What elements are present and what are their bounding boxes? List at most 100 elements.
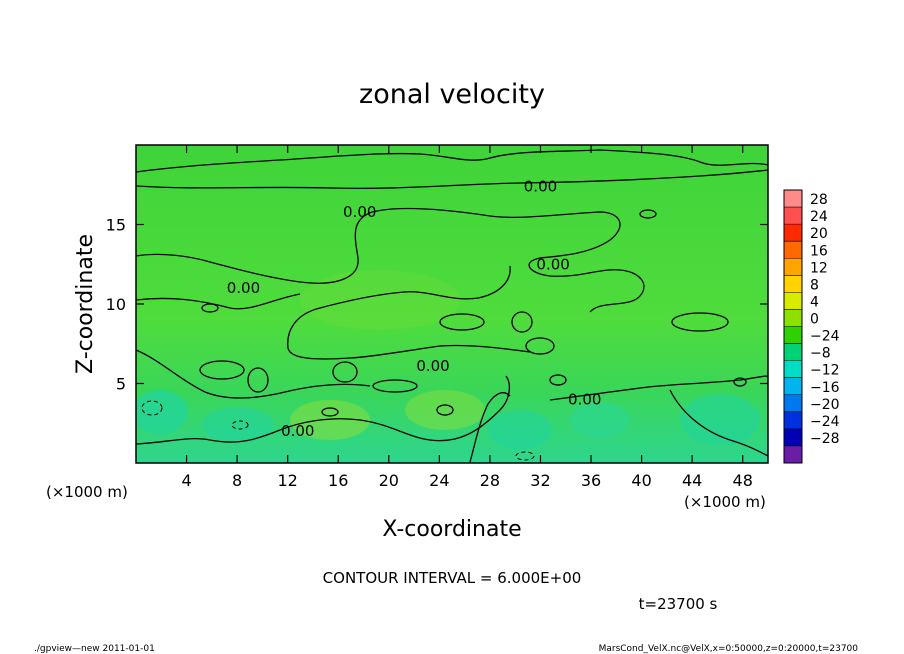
- colorbar-label: 8: [810, 277, 819, 293]
- x-tick-label: 48: [733, 471, 753, 490]
- colorbar-label: −20: [810, 397, 840, 413]
- contour-closed: [439, 313, 485, 331]
- y-tick-label: 5: [116, 375, 126, 394]
- colorbar-segment: [784, 275, 802, 293]
- contour-label: 0.00: [524, 177, 557, 195]
- x-tick-label: 4: [181, 471, 191, 490]
- negative-contours: [141, 400, 535, 461]
- colorbar-segment: [784, 394, 802, 413]
- x-tick-label: 28: [480, 471, 500, 490]
- x-tick-label: 24: [429, 471, 449, 490]
- y-axis-title: Z-coordinate: [73, 234, 98, 374]
- field-patch: [290, 400, 370, 440]
- x-tick-label: 8: [232, 471, 242, 490]
- field-patch: [300, 270, 460, 330]
- contour-closed: [332, 361, 358, 383]
- contour-closed: [372, 379, 418, 393]
- colorbar-segment: [784, 326, 802, 344]
- contour-closed: [733, 377, 747, 387]
- x-tick-label: 32: [530, 471, 550, 490]
- contour-line: [549, 375, 768, 401]
- colorbar-label: 20: [810, 226, 828, 242]
- contour-closed: [549, 374, 567, 386]
- colorbar-segment: [784, 241, 802, 259]
- contour-line: [136, 293, 301, 310]
- contour-closed: [247, 367, 269, 393]
- colorbar-segment: [784, 258, 802, 276]
- time-label: t=23700 s: [639, 595, 718, 613]
- colorbar-label: 28: [810, 192, 828, 208]
- field-patch: [680, 394, 760, 446]
- field-patch: [488, 410, 552, 450]
- contour-lines: [136, 149, 768, 463]
- colorbar-label: 12: [810, 260, 828, 276]
- colorbar-segment: [784, 309, 802, 327]
- x-tick-label: 40: [631, 471, 651, 490]
- contour-line: [287, 265, 531, 360]
- field-patch: [570, 402, 630, 438]
- x-tick-label: 16: [328, 471, 348, 490]
- colorbar-segment: [784, 343, 802, 362]
- colorbar-label: 0: [810, 312, 819, 328]
- contour-negative: [141, 400, 163, 416]
- y-axis-ticks: 5 10 15: [106, 216, 768, 394]
- colorbar-label: −12: [810, 363, 840, 379]
- contour-closed: [199, 360, 245, 380]
- colorbar-segment: [784, 224, 802, 242]
- colorbar-label: 24: [810, 209, 828, 225]
- colorbar-label: −28: [810, 431, 840, 447]
- contour-closed: [321, 407, 339, 417]
- contour-closed: [436, 404, 454, 416]
- contour-line: [136, 349, 371, 399]
- contour-interval: CONTOUR INTERVAL = 6.000E+00: [323, 569, 582, 587]
- x-axis-title: X-coordinate: [382, 517, 521, 542]
- colorbar-segment: [784, 207, 802, 225]
- x-axis-ticks: 4 8 12 16 20 24 28 32 36 40 44 48: [181, 145, 753, 490]
- contour-line: [136, 149, 768, 173]
- colorbar-segment: [784, 292, 802, 310]
- x-tick-label: 36: [581, 471, 601, 490]
- field-patches: [136, 270, 760, 450]
- y-tick-label: 15: [106, 216, 126, 235]
- contour-label: 0.00: [416, 357, 449, 375]
- contour-line: [136, 169, 768, 190]
- contour-label: 0.00: [536, 255, 569, 273]
- field-patch: [136, 390, 188, 434]
- colorbar-label: −8: [810, 346, 831, 362]
- colorbar-segment: [784, 360, 802, 379]
- y-tick-label: 10: [106, 295, 126, 314]
- contour-closed: [525, 337, 555, 355]
- chart-title: zonal velocity: [359, 79, 545, 110]
- contour-closed: [671, 312, 729, 332]
- contour-label: 0.00: [227, 279, 260, 297]
- contour-negative: [515, 451, 535, 461]
- contour-line: [136, 207, 645, 313]
- colorbar-label: −24: [810, 414, 840, 430]
- field-patch: [405, 390, 485, 430]
- contour-line: [669, 389, 768, 457]
- plot-area: 0.000.000.000.000.000.000.00 4 8 12 16 20 24 2…: [106, 144, 769, 490]
- colorbar-label: 4: [810, 294, 819, 310]
- colorbar-segment: [784, 190, 802, 208]
- x-tick-label: 12: [278, 471, 298, 490]
- x-tick-label: 20: [379, 471, 399, 490]
- contour-negative: [231, 420, 249, 430]
- colorbar-label: −16: [810, 380, 840, 396]
- field-patch: [202, 407, 274, 443]
- x-unit-right: (×1000 m): [684, 493, 766, 511]
- x-unit-left: (×1000 m): [46, 483, 128, 501]
- x-tick-label: 44: [682, 471, 702, 490]
- contour-label: 0.00: [568, 390, 601, 408]
- colorbar-segment: [784, 411, 802, 430]
- contour-labels: 0.00 0.00 0.00 0.00 0.00 0.00 0.00: [227, 177, 602, 440]
- contour-label: 0.00: [281, 422, 314, 440]
- contour-line: [136, 375, 511, 445]
- colorbar-segment: [784, 428, 802, 447]
- contour-closed: [639, 209, 657, 219]
- colorbar-segment: [784, 445, 802, 464]
- contour-label: 0.00: [343, 203, 376, 221]
- contour-closed: [201, 303, 219, 313]
- footer-left: ./gpview—new 2011-01-01: [34, 644, 155, 654]
- contour-closed: [511, 311, 533, 333]
